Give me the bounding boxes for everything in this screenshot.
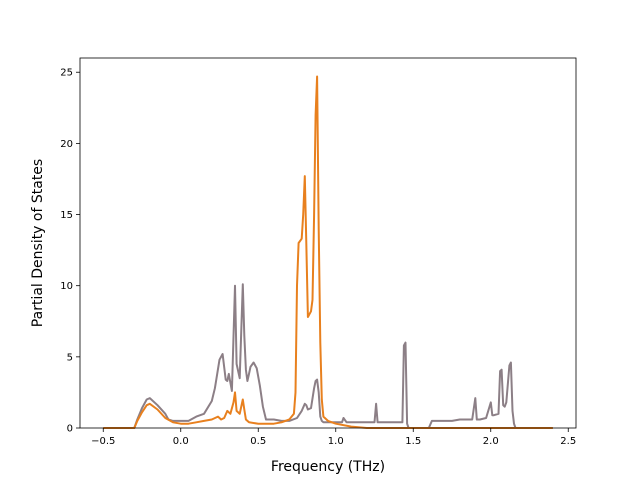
x-axis-ticks: −0.5 0.0 0.5 1.0 1.5 2.0 2.5 [91,428,576,447]
x-tick-label: 2.5 [560,436,576,447]
x-tick-label: 0.0 [173,436,189,447]
series-line-2 [103,75,553,429]
y-tick-label: 25 [60,68,73,79]
x-tick-label: 0.5 [250,436,266,447]
plot-frame [79,57,577,429]
y-tick-label: 20 [60,139,73,150]
y-axis-ticks: 0 5 10 15 20 25 [60,68,80,435]
y-tick-label: 10 [60,281,73,292]
y-tick-label: 5 [67,352,73,363]
series-layer [103,75,553,429]
x-tick-label: 1.5 [405,436,421,447]
x-tick-label: 2.0 [483,436,499,447]
y-axis-label: Partial Density of States [30,159,46,327]
x-tick-label: 1.0 [328,436,344,447]
y-tick-label: 0 [67,424,73,435]
y-tick-label: 15 [60,210,73,221]
x-tick-label: −0.5 [91,436,115,447]
x-axis-label: Frequency (THz) [271,459,385,475]
series-line-1 [103,283,553,429]
